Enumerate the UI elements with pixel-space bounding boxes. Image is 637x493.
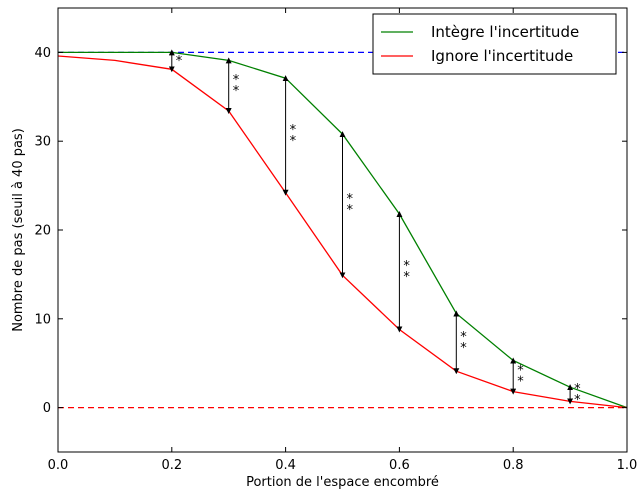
y-axis-label: Nombre de pas (seuil à 40 pas): [11, 128, 26, 332]
legend-box: [372, 13, 617, 75]
significance-label-6: * *: [517, 364, 524, 390]
y-tick-label-0: 0: [43, 401, 51, 416]
significance-markers: ** ** ** ** ** ** * * *: [168, 49, 581, 408]
x-tick-label-1: 0.2: [161, 458, 182, 473]
x-tick-label-4: 0.8: [503, 458, 524, 473]
x-tick-label-2: 0.4: [275, 458, 296, 473]
x-tick-label-5: 1.0: [617, 458, 637, 473]
significance-label-5: * *: [460, 330, 467, 356]
legend-label-0: Intègre l'incertitude: [431, 23, 579, 41]
y-tick-label-4: 40: [34, 46, 51, 61]
y-tick-label-1: 10: [34, 312, 51, 327]
legend: Intègre l'incertitude Ignore l'incertitud…: [372, 13, 617, 75]
significance-label-4: * *: [403, 259, 410, 285]
y-tick-label-3: 30: [34, 135, 51, 150]
legend-label-1: Ignore l'incertitude: [431, 47, 573, 65]
x-axis-label: Portion de l'espace encombré: [246, 475, 439, 490]
significance-label-2: * *: [290, 123, 297, 149]
significance-label-0: *: [176, 54, 183, 69]
x-tick-label-0: 0.0: [48, 458, 69, 473]
x-tick-label-3: 0.6: [389, 458, 410, 473]
y-tick-label-2: 20: [34, 224, 51, 239]
axes: 0.0 0.2 0.4 0.6 0.8 1.0 0 10 20 30 40 Portion de l'…: [11, 7, 637, 490]
significance-label-7: * *: [574, 382, 581, 408]
significance-label-3: * *: [347, 192, 354, 218]
significance-label-1: * *: [233, 73, 240, 99]
